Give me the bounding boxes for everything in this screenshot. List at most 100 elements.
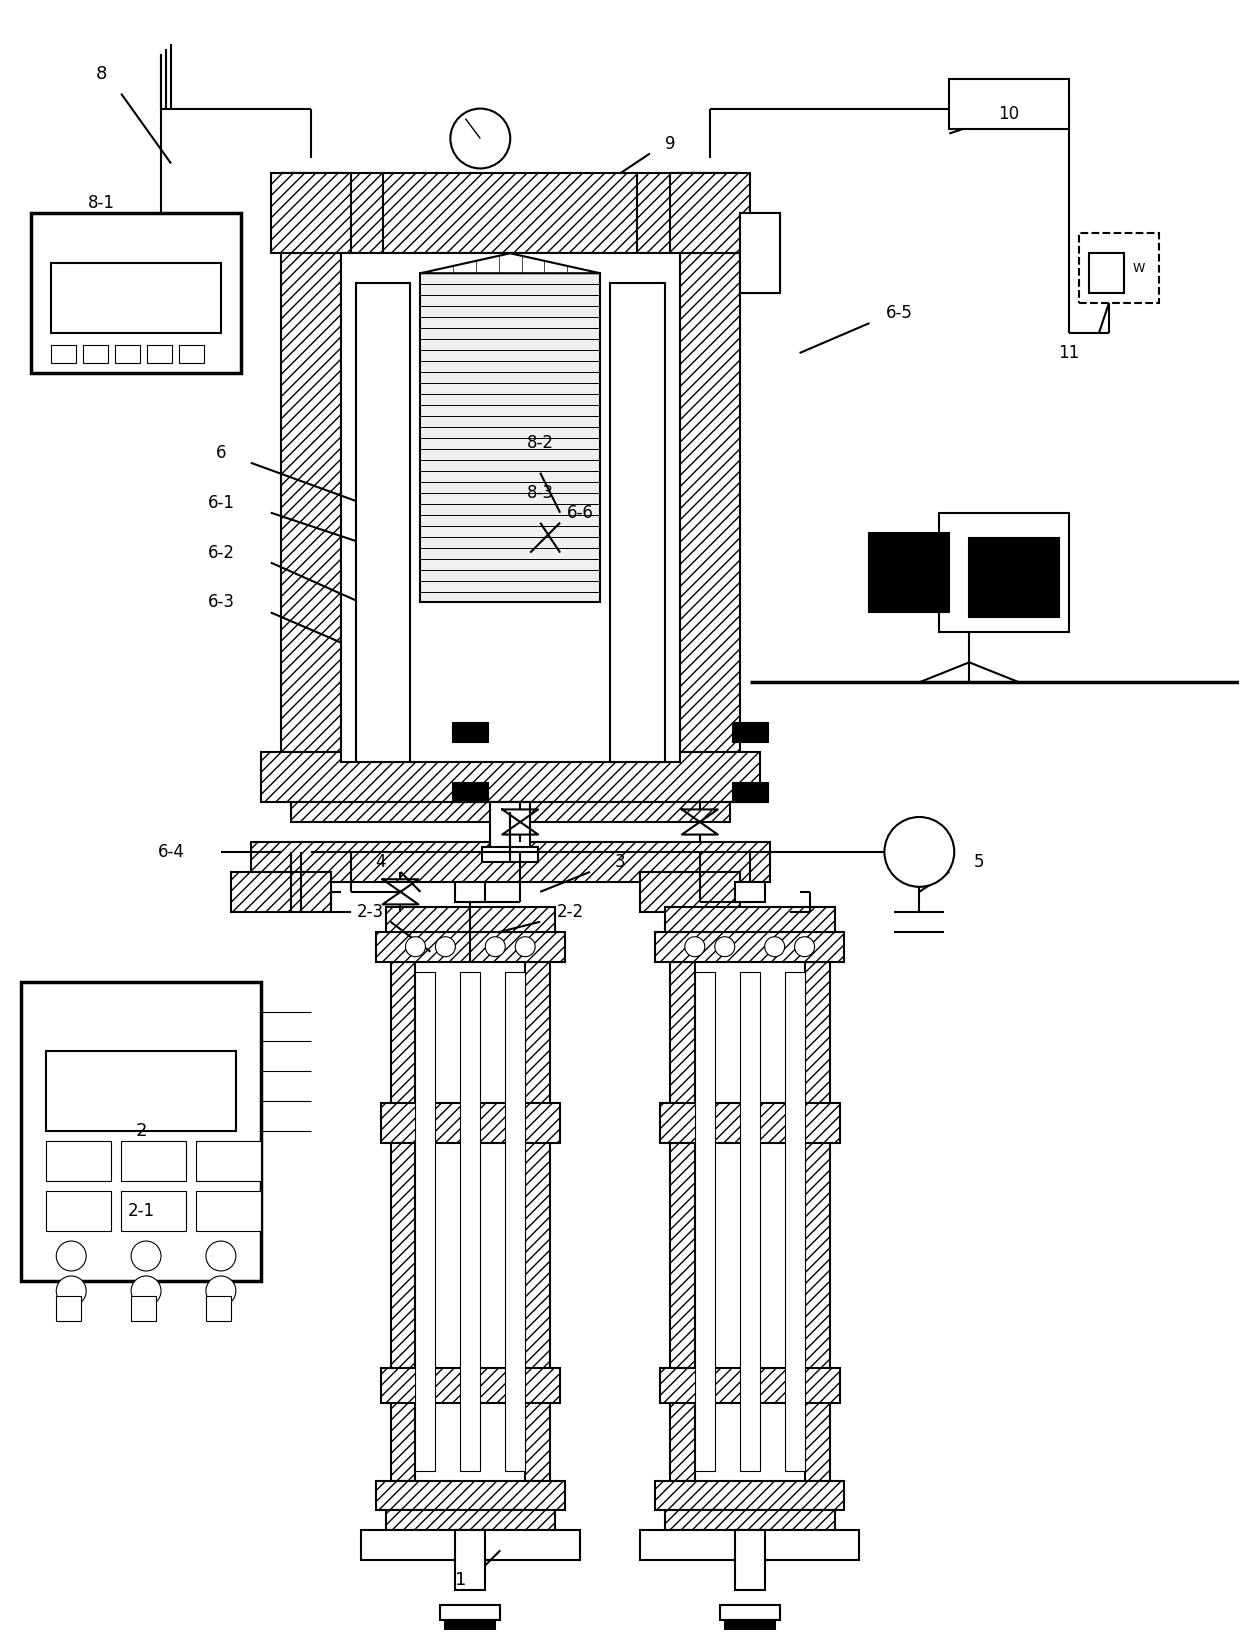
Circle shape (450, 109, 510, 168)
Text: 5: 5 (973, 854, 985, 871)
Bar (196, 1141, 260, 1182)
Bar (356, 284, 410, 762)
Bar (694, 971, 714, 1470)
Bar (131, 1296, 156, 1320)
Bar (46, 1191, 112, 1231)
Bar (660, 1103, 839, 1144)
Text: 6-1: 6-1 (207, 494, 234, 512)
Bar (445, 1621, 495, 1632)
Bar (724, 1621, 775, 1632)
Bar (381, 1103, 560, 1144)
Bar (950, 78, 1069, 129)
Bar (640, 1531, 859, 1560)
Bar (970, 537, 1059, 617)
Circle shape (795, 937, 815, 956)
Circle shape (435, 937, 455, 956)
Bar (206, 1296, 231, 1320)
Text: 2-1: 2-1 (128, 1203, 155, 1221)
Bar (290, 801, 730, 823)
Bar (680, 173, 740, 762)
Bar (1079, 233, 1159, 304)
Bar (51, 263, 221, 333)
Bar (376, 1480, 565, 1511)
Circle shape (56, 1276, 87, 1306)
Text: 4: 4 (376, 854, 386, 871)
Text: 6-5: 6-5 (885, 304, 913, 322)
Bar (460, 971, 480, 1470)
Bar (526, 961, 551, 1480)
Text: 10: 10 (998, 104, 1019, 122)
Bar (46, 1051, 236, 1131)
Bar (56, 1296, 81, 1320)
Bar (655, 932, 844, 961)
Bar (453, 723, 489, 743)
Text: 6: 6 (216, 444, 226, 462)
Bar (732, 723, 768, 743)
Circle shape (516, 937, 536, 956)
Text: 8: 8 (95, 65, 107, 83)
Bar (660, 1368, 839, 1402)
Bar (391, 961, 415, 1480)
Bar (260, 752, 760, 801)
Text: 2-2: 2-2 (557, 902, 584, 920)
Bar (270, 173, 351, 253)
Circle shape (485, 937, 505, 956)
Text: 8-1: 8-1 (88, 194, 114, 212)
Circle shape (884, 818, 955, 886)
Circle shape (131, 1276, 161, 1306)
Text: 1: 1 (455, 1572, 466, 1590)
Bar (386, 1511, 556, 1531)
Text: 11: 11 (1059, 344, 1080, 362)
Text: 9: 9 (665, 134, 675, 152)
Bar (735, 881, 765, 902)
Circle shape (405, 937, 425, 956)
Bar (21, 981, 260, 1281)
Bar (740, 214, 780, 294)
Text: 8-2: 8-2 (527, 434, 554, 452)
Bar (381, 1368, 560, 1402)
Bar (740, 214, 780, 294)
Circle shape (131, 1240, 161, 1271)
Circle shape (714, 937, 735, 956)
Text: 3: 3 (615, 854, 625, 871)
Bar (250, 842, 770, 881)
Text: 6-4: 6-4 (157, 842, 185, 862)
Bar (732, 782, 768, 801)
Bar (280, 173, 341, 762)
Bar (361, 1531, 580, 1560)
Circle shape (206, 1276, 236, 1306)
Bar (640, 871, 740, 912)
Bar (735, 1531, 765, 1590)
Bar (610, 284, 665, 762)
Text: 2: 2 (135, 1123, 146, 1141)
Bar (670, 173, 750, 253)
Text: 6-6: 6-6 (567, 504, 594, 522)
Bar (115, 344, 140, 362)
Bar (179, 344, 203, 362)
Circle shape (684, 937, 704, 956)
Bar (670, 961, 694, 1480)
Circle shape (206, 1240, 236, 1271)
Bar (785, 971, 805, 1470)
Bar (148, 344, 172, 362)
Text: 7: 7 (1044, 543, 1054, 561)
Polygon shape (420, 253, 600, 273)
Bar (386, 907, 556, 932)
Bar (46, 1141, 112, 1182)
Bar (869, 532, 950, 612)
Text: W: W (1132, 261, 1145, 274)
Bar (51, 344, 76, 362)
Text: 6-3: 6-3 (207, 594, 234, 612)
Bar (280, 173, 740, 253)
Bar (740, 971, 760, 1470)
Bar (1089, 253, 1123, 294)
Bar (482, 847, 538, 862)
Bar (376, 932, 565, 961)
Text: 2-3: 2-3 (357, 902, 384, 920)
Bar (719, 1606, 780, 1621)
Bar (453, 782, 489, 801)
Bar (455, 1531, 485, 1590)
Bar (231, 871, 331, 912)
Text: 6-2: 6-2 (207, 543, 234, 561)
Text: 8-3: 8-3 (527, 483, 554, 501)
